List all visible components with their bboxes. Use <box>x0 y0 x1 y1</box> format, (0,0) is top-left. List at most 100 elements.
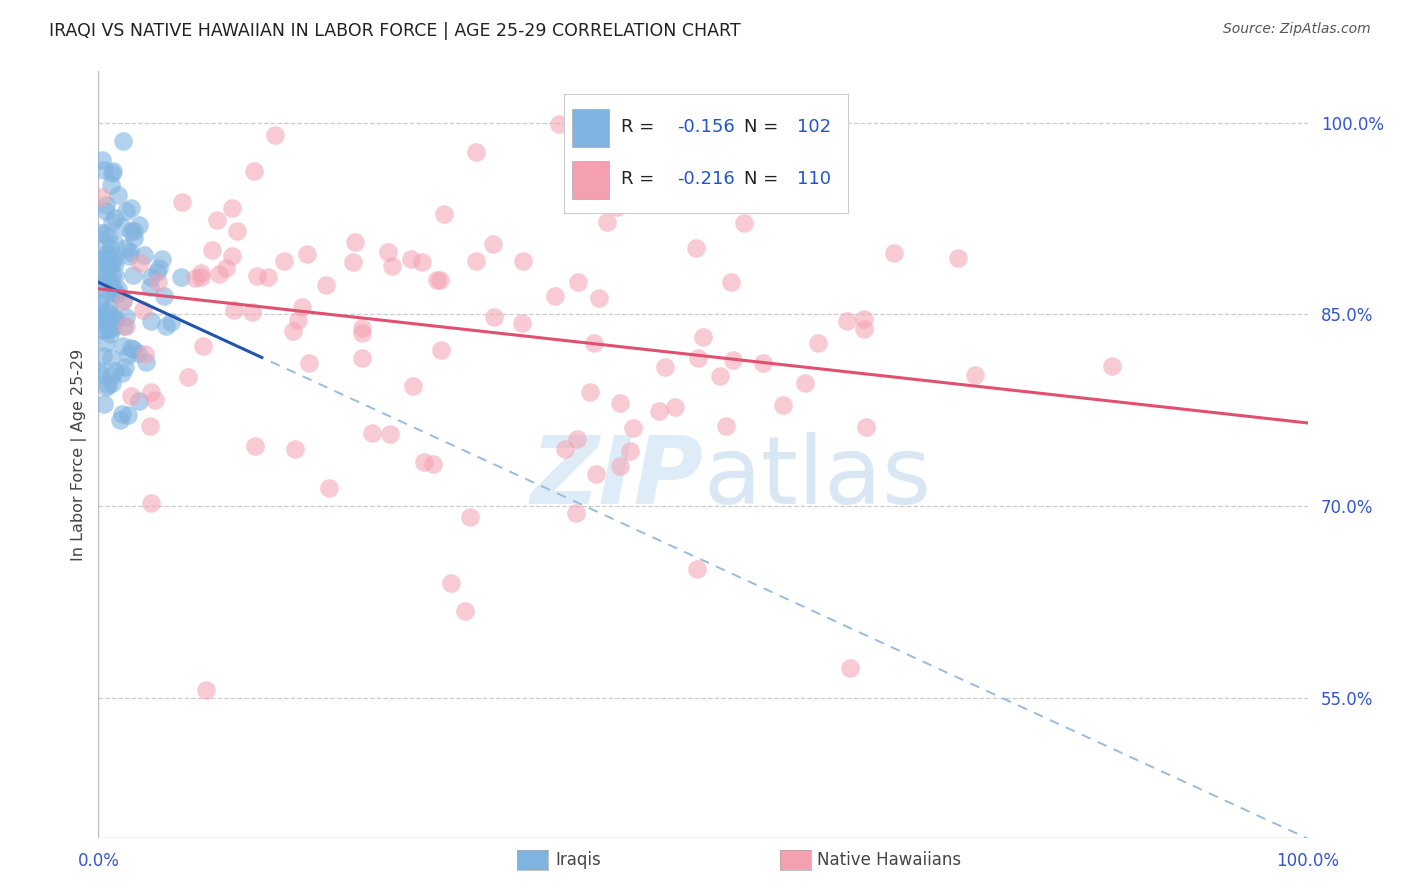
Point <box>90 226 112 240</box>
Point <box>510 316 533 330</box>
Point <box>692 329 714 343</box>
Point <box>170 269 193 284</box>
Point <box>117 249 139 263</box>
Point <box>465 253 488 268</box>
Point <box>401 252 423 267</box>
Point <box>93 251 115 265</box>
Point <box>96 380 118 394</box>
Point <box>852 322 875 336</box>
Point <box>215 261 238 276</box>
Point <box>112 134 135 148</box>
Point <box>129 256 152 270</box>
Point <box>103 282 125 296</box>
Point <box>97 254 120 268</box>
Point <box>122 230 145 244</box>
Point <box>128 393 150 408</box>
Point <box>648 404 671 418</box>
Point <box>155 318 177 333</box>
Point <box>103 285 125 299</box>
Point <box>686 351 709 365</box>
Point <box>150 252 173 267</box>
Point <box>295 247 318 261</box>
Point <box>183 270 205 285</box>
Point <box>208 267 231 281</box>
Point <box>273 254 295 268</box>
Point <box>135 355 157 369</box>
Point <box>145 264 167 278</box>
Point <box>201 243 224 257</box>
Point <box>464 145 486 160</box>
Point <box>93 163 115 178</box>
Point <box>412 455 434 469</box>
Point <box>117 408 139 422</box>
Point <box>89 364 111 378</box>
Point <box>134 347 156 361</box>
Point <box>93 397 115 411</box>
Point <box>360 425 382 440</box>
Text: Source: ZipAtlas.com: Source: ZipAtlas.com <box>1223 22 1371 37</box>
Point <box>512 254 534 268</box>
Point <box>194 683 217 698</box>
Point <box>103 211 125 225</box>
Point <box>720 276 742 290</box>
Point <box>89 367 111 381</box>
Point <box>94 323 117 337</box>
Point <box>97 378 120 392</box>
Point <box>96 204 118 219</box>
Point <box>585 467 607 482</box>
Point <box>152 289 174 303</box>
Point <box>177 370 200 384</box>
Point <box>772 398 794 412</box>
Point <box>94 335 117 350</box>
Point <box>100 248 122 262</box>
Text: ZIP: ZIP <box>530 432 703 524</box>
Point <box>1101 359 1123 373</box>
Point <box>101 164 124 178</box>
Point <box>115 204 138 219</box>
Point <box>105 287 128 301</box>
Point <box>132 248 155 262</box>
Point <box>838 661 860 675</box>
Text: Native Hawaiians: Native Hawaiians <box>817 851 962 869</box>
Point <box>104 236 127 251</box>
Point <box>484 310 506 324</box>
Point <box>89 281 111 295</box>
Point <box>578 385 600 400</box>
Point <box>103 268 125 283</box>
Point <box>101 310 124 324</box>
Point <box>458 510 481 524</box>
Point <box>97 301 120 316</box>
Point <box>111 407 134 421</box>
Point <box>454 604 477 618</box>
Point <box>91 349 114 363</box>
Point <box>402 379 425 393</box>
Point <box>122 268 145 282</box>
Point <box>107 187 129 202</box>
Point <box>567 275 589 289</box>
Point <box>122 343 145 357</box>
Text: IRAQI VS NATIVE HAWAIIAN IN LABOR FORCE | AGE 25-29 CORRELATION CHART: IRAQI VS NATIVE HAWAIIAN IN LABOR FORCE … <box>49 22 741 40</box>
Point <box>352 326 374 341</box>
Point <box>588 291 610 305</box>
Point <box>120 224 142 238</box>
Point <box>160 315 183 329</box>
Point <box>567 433 589 447</box>
Point <box>243 163 266 178</box>
Point <box>104 364 127 378</box>
Point <box>110 413 132 427</box>
Point <box>128 218 150 232</box>
Point <box>284 442 307 456</box>
Point <box>716 419 738 434</box>
Point <box>548 117 571 131</box>
Point <box>114 318 136 333</box>
Point <box>97 260 120 275</box>
Point <box>96 198 118 212</box>
Point <box>422 457 444 471</box>
Point <box>114 359 136 374</box>
Point <box>93 276 115 290</box>
Point <box>120 202 142 216</box>
Point <box>948 252 970 266</box>
Point <box>287 312 309 326</box>
Point <box>148 275 170 289</box>
Point <box>257 270 280 285</box>
